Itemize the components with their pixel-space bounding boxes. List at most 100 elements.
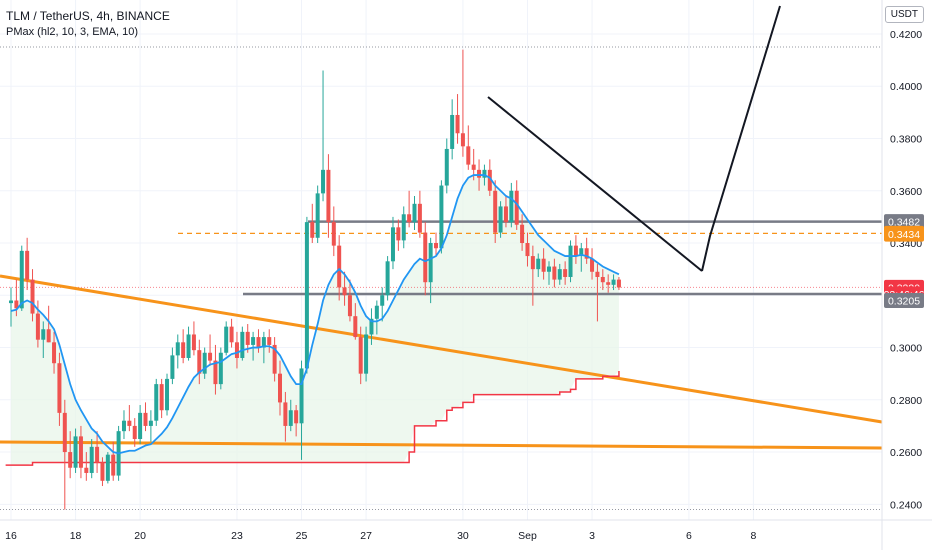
candle: [121, 410, 126, 439]
candle-body: [213, 360, 218, 385]
candle-body: [509, 190, 514, 223]
candle-body: [73, 436, 78, 468]
candle-body: [466, 146, 471, 165]
candle: [41, 321, 46, 358]
time-tick-label: 6: [686, 530, 692, 542]
candle-body: [557, 269, 562, 280]
candle-body: [272, 344, 277, 374]
candle: [213, 344, 218, 395]
candle: [261, 331, 266, 364]
candle-body: [165, 378, 170, 411]
candle-body: [132, 425, 137, 439]
currency-unit-badge[interactable]: USDT: [884, 6, 924, 23]
candle-body: [224, 326, 229, 353]
candle-body: [294, 410, 299, 424]
candle-body: [234, 342, 239, 358]
candle: [412, 195, 417, 230]
candle: [310, 203, 315, 244]
price-tag-bg: [884, 293, 924, 309]
candle: [407, 190, 412, 228]
candle-body: [498, 206, 503, 233]
candle-body: [186, 334, 191, 358]
candle-body: [84, 467, 89, 473]
candle: [579, 243, 584, 272]
candle: [304, 216, 309, 374]
candle-body: [251, 337, 256, 345]
candle-body: [439, 185, 444, 249]
candle: [606, 274, 611, 293]
pmax-fill-area: [11, 175, 619, 466]
candle-body: [525, 243, 530, 257]
candle: [278, 360, 282, 416]
candle: [25, 237, 30, 291]
candle: [191, 321, 196, 356]
candle-body: [138, 412, 143, 439]
candle-body: [245, 331, 250, 345]
time-axis[interactable]: 16 18 20 23 25 27 30 Sep 3 6 8: [0, 519, 932, 542]
candle-body: [455, 114, 460, 134]
symbol-title[interactable]: TLM / TetherUS, 4h, BINANCE: [6, 9, 170, 23]
price-tag-bg: [884, 214, 924, 230]
black-descending-trendline: [487, 96, 703, 272]
candle: [175, 334, 180, 369]
candle: [503, 195, 508, 228]
candle: [78, 425, 83, 479]
candle: [9, 287, 13, 327]
price-axis[interactable]: 0.42000.40000.38000.36000.34000.32000.30…: [881, 0, 922, 550]
candle-body: [202, 352, 207, 374]
candle-body: [218, 352, 223, 385]
candle-body: [288, 410, 293, 426]
indicator-title[interactable]: PMax (hl2, 10, 3, EMA, 10): [6, 26, 139, 38]
candle-body: [315, 193, 320, 238]
candle: [202, 347, 207, 379]
candle: [73, 428, 78, 473]
candle-body: [595, 271, 600, 277]
candle: [509, 182, 514, 228]
descending-orange-trendline: [0, 274, 883, 424]
user-drawings: [487, 5, 781, 272]
candle-body: [46, 329, 51, 343]
candle-body: [256, 337, 261, 348]
candle: [563, 261, 568, 285]
projection-arrow-line: [701, 5, 781, 272]
candle: [138, 405, 143, 445]
time-tick-label: 18: [70, 530, 82, 542]
candle: [455, 94, 460, 144]
candle-body: [127, 420, 132, 426]
candle: [105, 452, 110, 484]
time-tick-label: 20: [134, 530, 146, 542]
candle-body: [428, 243, 433, 283]
candle-body: [385, 261, 390, 296]
candle-body: [154, 384, 159, 421]
candle: [30, 269, 35, 322]
price-tick-label: 0.4000: [890, 81, 922, 93]
candle-body: [358, 337, 363, 374]
candle: [181, 329, 186, 364]
candle: [369, 308, 374, 345]
candle-body: [407, 214, 412, 223]
candle-body: [52, 342, 57, 364]
candle: [374, 300, 379, 335]
price-tag-label: 0.3205: [888, 296, 920, 308]
candle-body: [342, 287, 347, 296]
candle-body: [229, 326, 234, 343]
candle-body: [62, 412, 67, 453]
candle-body: [121, 420, 126, 432]
candle: [315, 185, 320, 244]
candle: [611, 274, 616, 291]
candle: [401, 206, 406, 249]
candle-body: [584, 248, 589, 259]
candle-body: [450, 114, 455, 149]
candle-body: [41, 329, 46, 340]
candle: [417, 190, 422, 238]
candle: [466, 125, 471, 170]
candle-body: [175, 342, 180, 356]
candle: [186, 326, 191, 361]
price-tick-label: 0.3600: [890, 186, 922, 198]
candle: [364, 326, 369, 382]
candle: [229, 318, 234, 348]
candle-body: [530, 256, 535, 270]
candle: [380, 287, 385, 322]
time-tick-label: 30: [457, 530, 469, 542]
